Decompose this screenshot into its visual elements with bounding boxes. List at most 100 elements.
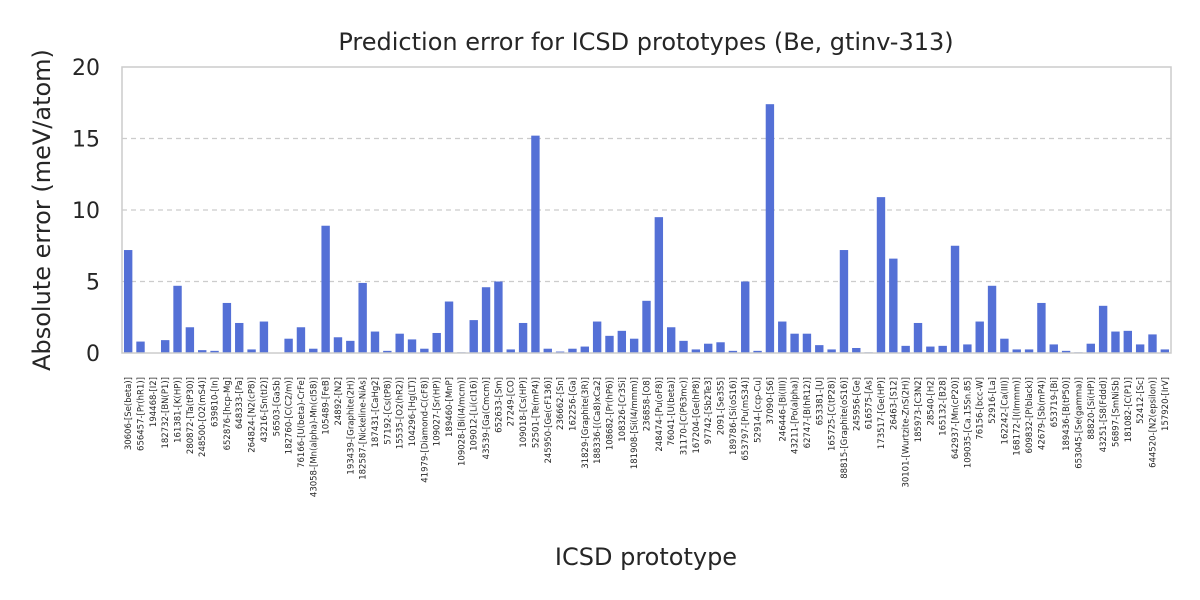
- x-tick-label: 27249-[CO]: [507, 377, 517, 426]
- bar: [716, 342, 725, 353]
- bar: [741, 281, 750, 353]
- x-tick-label: 185973-[C3N2]: [914, 377, 924, 442]
- bar: [284, 338, 293, 353]
- x-tick-label: 653719-[Bi]: [1050, 377, 1060, 427]
- bar: [358, 282, 367, 353]
- y-tick-label: 0: [86, 342, 100, 367]
- bar: [852, 347, 861, 353]
- bar: [123, 250, 133, 353]
- x-tick-label: 246446-[Bi(III)]: [778, 377, 788, 442]
- bar: [247, 349, 256, 353]
- bar: [321, 225, 330, 353]
- x-tick-label: 642937-[Mn(cP20)]: [951, 377, 961, 459]
- bar: [1160, 349, 1170, 353]
- bar: [1148, 334, 1157, 353]
- x-tick-label: 189460-[MnP]: [445, 377, 455, 437]
- x-tick-label: 109035-[Ca.15Sn.85]: [963, 377, 973, 468]
- x-tick-label: 109018-[Cs(HP)]: [519, 377, 529, 448]
- x-tick-label: 653381-[U]: [815, 377, 825, 425]
- x-tick-label: 41979-[Diamond-C(cF8)]: [420, 377, 430, 483]
- bar: [210, 350, 219, 353]
- bar: [592, 321, 602, 353]
- x-tick-label: 31170-[C(P63mc)]: [680, 377, 690, 455]
- x-tick-label: 43216-[Sn(tI2)]: [260, 377, 270, 442]
- x-tick-label: 188336-[(Ca8)xCa2]: [593, 377, 603, 464]
- x-tick-label: 52916-[La]: [988, 377, 998, 424]
- bar: [173, 285, 182, 353]
- x-tick-label: 182732-[BN(P1)]: [161, 377, 171, 449]
- bar: [185, 327, 195, 353]
- x-tick-label: 193439-[Graphite(2H)]: [346, 377, 356, 475]
- x-tick-label: 108326-[Cr3Si]: [618, 377, 628, 442]
- bar: [605, 335, 614, 353]
- bar: [395, 333, 404, 353]
- x-tick-label: 76166-[U(beta)-CrFe]: [297, 377, 307, 468]
- bar: [160, 340, 170, 353]
- x-tick-label: 168172-[I(Immm)]: [1013, 377, 1023, 456]
- bar: [1012, 349, 1021, 353]
- bar: [1086, 343, 1095, 353]
- x-tick-label: 56897-[SmNiSb]: [1111, 377, 1121, 447]
- x-tick-label: 609832-[P(black)]: [1025, 377, 1035, 453]
- x-tick-label: 30606-[Se(beta)]: [124, 377, 134, 450]
- x-tick-label: 42679-[Sb(mP4)]: [1037, 377, 1047, 450]
- bar: [198, 350, 207, 353]
- x-tick-label: 194468-[I2]: [149, 377, 159, 427]
- x-tick-label: 26463-[S12]: [889, 377, 899, 430]
- x-tick-label: 52914-[ccp-Cu]: [754, 377, 764, 443]
- bar: [444, 301, 454, 353]
- x-tick-label: 37090-[S6]: [766, 377, 776, 425]
- y-axis-ticks: 0 5 10 15 20: [72, 56, 100, 367]
- x-tick-label: 109028-[Bi(I4/mcm)]: [457, 377, 467, 466]
- bar: [432, 332, 441, 353]
- bar: [222, 302, 232, 353]
- x-tick-label: 181082-[C(P1)]: [1124, 377, 1134, 442]
- x-tick-label: 236662-[Sn]: [556, 377, 566, 430]
- x-tick-label: 162242-[Ca(III)]: [1000, 377, 1010, 444]
- bar: [666, 327, 676, 353]
- bar: [901, 345, 910, 353]
- bar: [815, 345, 824, 353]
- bar: [1037, 302, 1046, 353]
- bar: [506, 349, 515, 353]
- y-tick-label: 15: [72, 128, 100, 153]
- bar: [642, 300, 651, 353]
- x-tick-label: 30101-[Wurtzite-ZnS(2H)]: [902, 377, 912, 488]
- x-tick-label: 167204-[Ge(hP8)]: [692, 377, 702, 454]
- bar: [531, 135, 540, 353]
- x-tick-label: 88815-[Graphite(oS16)]: [840, 377, 850, 479]
- bar: [370, 331, 380, 353]
- bars: [123, 104, 1170, 354]
- bar: [235, 322, 244, 353]
- x-tick-label: 15535-[O2(hR2)]: [396, 377, 406, 449]
- bar: [654, 217, 664, 353]
- bar: [1098, 305, 1108, 353]
- x-tick-label: 653045-[Se(gamma)]: [1074, 377, 1084, 469]
- x-tick-label: 187431-[CaHg2]: [371, 377, 381, 448]
- bar: [963, 344, 972, 353]
- bar: [617, 330, 627, 353]
- plot-frame: [121, 66, 1172, 354]
- x-tick-label: 248500-[O2(mS4)]: [198, 377, 208, 457]
- x-tick-label: 162256-[Ga]: [568, 377, 578, 431]
- bar: [827, 349, 836, 353]
- x-tick-label: 181908-[Si(I4/mmm)]: [630, 377, 640, 469]
- x-tick-label: 56503-[GaSb]: [272, 377, 282, 436]
- x-tick-label: 245956-[Ge]: [852, 377, 862, 431]
- bar: [926, 346, 935, 353]
- bar: [950, 245, 960, 353]
- x-tick-label: 656457-[Pr(hR1)]: [137, 377, 147, 451]
- x-tick-label: 652876-[hcp-Mg]: [223, 377, 233, 450]
- x-tick-label: 280872-[Ta(tP30)]: [186, 377, 196, 454]
- x-tick-label: 173517-[Ge(HP)]: [877, 377, 887, 449]
- x-tick-label: 245950-[Ge(cF136)]: [544, 377, 554, 463]
- x-tick-label: 97742-[Sb2Te3]: [704, 377, 714, 444]
- x-tick-label: 189786-[Si(oS16)]: [729, 377, 739, 455]
- x-tick-label: 43211-[Po(alpha)]: [791, 377, 801, 454]
- x-tick-label: 52501-[Te(mP4)]: [531, 377, 541, 448]
- bar: [296, 327, 306, 353]
- x-tick-label: 52412-[Sc]: [1136, 377, 1146, 424]
- x-tick-label: 2091-[Se3S5]: [717, 377, 727, 435]
